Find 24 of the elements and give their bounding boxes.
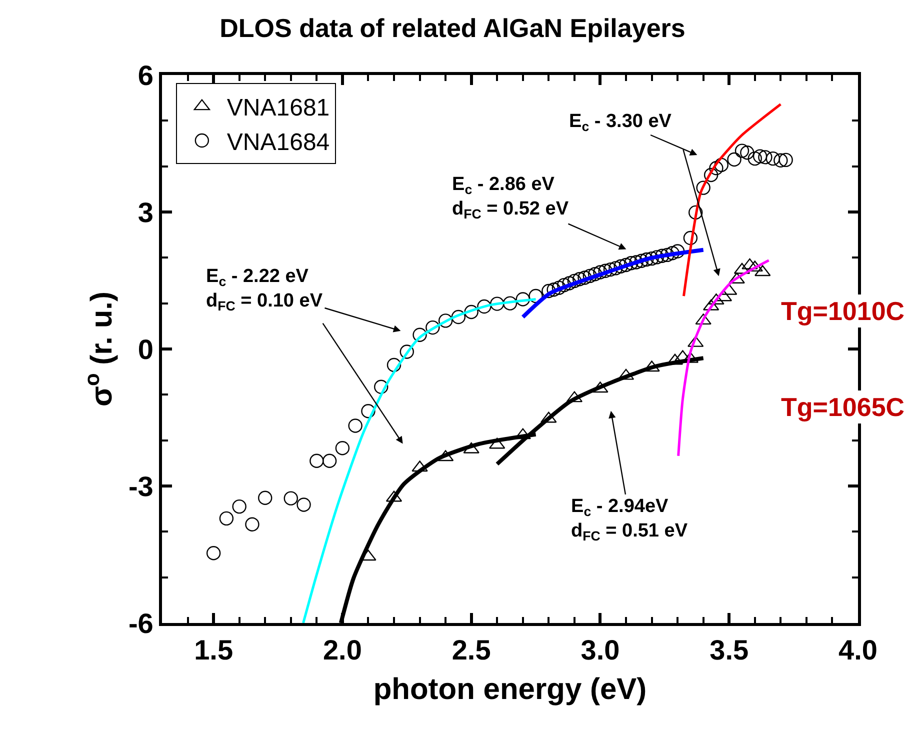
annotation: E$_{c}$ - 2.86 eV d$_{FC}$ = 0.52 eV [452,174,569,222]
annotation: E$_{c}$ - 2.22 eV d$_{FC}$ = 0.10 eV [206,266,323,314]
annotation: E$_{c}$ - 2.94eV d$_{FC}$ = 0.51 eV [571,496,688,544]
x-tick-label: 3.5 [710,634,749,666]
x-tick-label: 1.5 [194,634,234,666]
y-tick-label: -3 [128,470,154,502]
annotation: E$_{c}$ - 3.30 eV [569,111,672,134]
y-tick-label: 3 [138,196,154,228]
y-tick-label: -6 [128,608,154,639]
y-tick-label: 0 [138,334,154,365]
annotation: Tg=1010C [781,296,905,326]
chart-title: DLOS data of related AlGaN Epilayers [220,12,686,43]
legend-label: VNA1684 [226,128,330,156]
x-axis-title: photon energy (eV) [373,673,647,706]
annotation: Tg=1065C [781,392,905,422]
line-series [520,248,706,320]
line-series [682,102,782,298]
x-tick-label: 4.0 [838,634,878,666]
x-tick-label: 2.0 [322,634,362,666]
legend-label: VNA1681 [226,94,330,122]
x-tick-label: 2.5 [452,634,491,666]
line-series [677,259,770,458]
x-tick-label: 3.0 [580,634,620,666]
y-tick-label: 6 [138,60,154,91]
